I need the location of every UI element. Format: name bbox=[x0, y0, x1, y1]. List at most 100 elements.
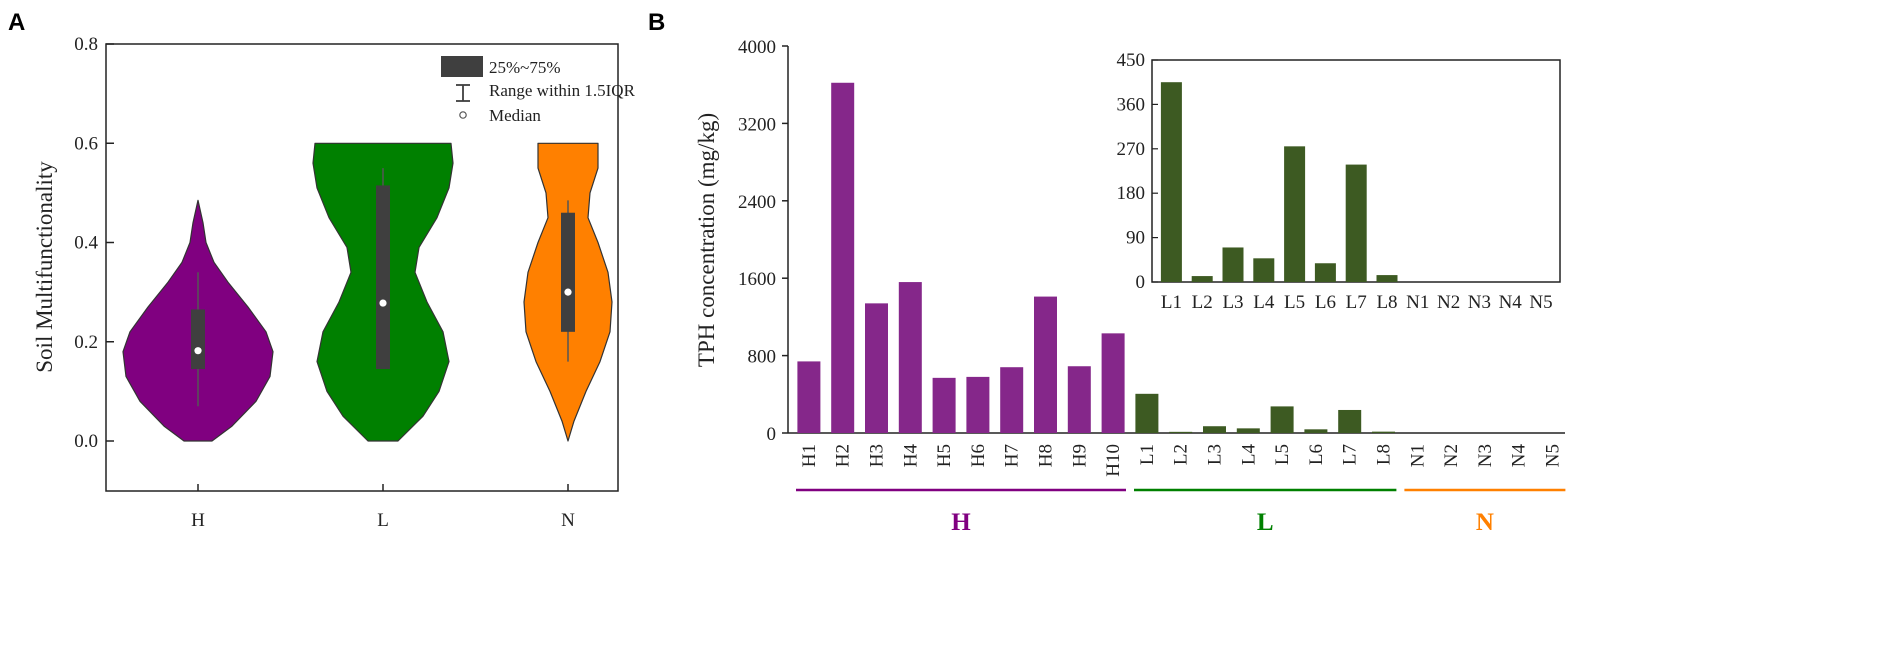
legend-median-swatch bbox=[459, 111, 467, 119]
bar-L2 bbox=[1169, 431, 1193, 433]
x-tick-label: L4 bbox=[1238, 444, 1259, 466]
x-tick-label: N3 bbox=[1475, 444, 1496, 467]
panel-a: A 0.0 0.2 0.4 0.6 0.8 H L N Soil Multifunction… bbox=[8, 9, 636, 531]
inset-bar-L4 bbox=[1253, 258, 1275, 282]
bar-H10 bbox=[1101, 333, 1125, 433]
y-tick-label: 0.6 bbox=[74, 133, 98, 154]
inset-bar-L8 bbox=[1376, 275, 1398, 282]
inset-x-tick-label: N2 bbox=[1437, 292, 1460, 313]
bar-L8 bbox=[1372, 431, 1395, 433]
inset-bar-L3 bbox=[1222, 247, 1244, 282]
inset-y-tick-label: 450 bbox=[1117, 50, 1146, 71]
x-tick-label: H9 bbox=[1069, 444, 1090, 467]
group-label-H: H bbox=[951, 509, 971, 536]
iqr-box-L bbox=[376, 185, 390, 370]
inset-y-tick-label: 0 bbox=[1136, 272, 1146, 293]
panel-a-label: A bbox=[8, 9, 25, 36]
legend-whisker-swatch bbox=[456, 84, 470, 102]
y-tick-label: 0.2 bbox=[74, 332, 98, 353]
panel-b-x-axis: H1 H2 H3 H4 H5 H6 H7 H8 H9 H10 L1 L2 L3 L4 L5 L6 L7 L8 N1 N… bbox=[799, 444, 1564, 477]
inset-x-tick-label: N3 bbox=[1468, 292, 1491, 313]
panel-a-y-axis: 0.0 0.2 0.4 0.6 0.8 bbox=[74, 34, 114, 452]
panel-b-inset: 0 90 180 270 360 450 L1 L2 L3 L4 L5 L6 L7 L8 N1 N2 N3 N4… bbox=[1117, 50, 1561, 313]
inset-y-tick-label: 360 bbox=[1117, 94, 1146, 115]
x-tick-label: H4 bbox=[900, 444, 921, 468]
iqr-box-N bbox=[561, 212, 575, 332]
x-tick-label: H6 bbox=[968, 444, 989, 467]
y-tick-label: 0.8 bbox=[74, 34, 98, 55]
inset-y-tick-label: 180 bbox=[1117, 183, 1146, 204]
x-tick-label: N2 bbox=[1441, 444, 1462, 467]
y-tick-label: 1600 bbox=[738, 269, 776, 290]
x-tick-label: L5 bbox=[1272, 444, 1293, 465]
median-N bbox=[564, 288, 572, 296]
panel-b-y-label: TPH concentration (mg/kg) bbox=[694, 113, 719, 367]
bar-H2 bbox=[831, 82, 855, 433]
iqr-box-H bbox=[191, 309, 205, 370]
inset-x-tick-label: L3 bbox=[1222, 292, 1243, 313]
x-tick-label: H5 bbox=[934, 444, 955, 467]
x-tick-label: L2 bbox=[1171, 444, 1192, 465]
x-tick-label: H1 bbox=[799, 444, 820, 467]
x-tick-label: L6 bbox=[1306, 444, 1327, 465]
bar-L6 bbox=[1304, 429, 1328, 433]
legend-median-label: Median bbox=[489, 106, 541, 125]
x-tick-label: H8 bbox=[1036, 444, 1057, 467]
x-tick-label: L3 bbox=[1205, 444, 1226, 465]
inset-y-axis: 0 90 180 270 360 450 bbox=[1117, 50, 1158, 293]
bar-H5 bbox=[932, 377, 956, 433]
bar-H6 bbox=[966, 376, 990, 433]
inset-x-tick-label: N1 bbox=[1406, 292, 1429, 313]
bar-L4 bbox=[1236, 428, 1260, 433]
x-tick-label: N4 bbox=[1509, 444, 1530, 468]
panel-a-frame bbox=[105, 43, 619, 492]
panel-b-label: B bbox=[648, 9, 665, 36]
inset-bar-L7 bbox=[1345, 164, 1367, 282]
y-tick-label: 0.0 bbox=[74, 431, 98, 452]
panel-a-legend: 25%~75% Range within 1.5IQR Median bbox=[441, 56, 636, 125]
inset-bar-L5 bbox=[1284, 146, 1306, 282]
panel-b-y-axis: 0 800 1600 2400 3200 4000 bbox=[738, 37, 788, 445]
inset-x-tick-label: L7 bbox=[1346, 292, 1367, 313]
bar-H7 bbox=[1000, 367, 1024, 433]
bar-H3 bbox=[865, 303, 888, 433]
bar-H8 bbox=[1034, 296, 1057, 433]
y-tick-label: 2400 bbox=[738, 192, 776, 213]
inset-bar-L6 bbox=[1314, 263, 1336, 282]
inset-x-tick-label: L8 bbox=[1376, 292, 1397, 313]
bar-L5 bbox=[1270, 406, 1294, 433]
x-tick-label: H2 bbox=[833, 444, 854, 467]
panel-a-violins bbox=[122, 142, 613, 442]
group-label-L: L bbox=[1257, 509, 1274, 536]
bar-L7 bbox=[1338, 409, 1362, 433]
inset-bar-L2 bbox=[1191, 276, 1213, 282]
inset-bars bbox=[1160, 82, 1398, 282]
median-L bbox=[379, 299, 387, 307]
inset-x-tick-label: L4 bbox=[1253, 292, 1275, 313]
inset-x-tick-label: L6 bbox=[1315, 292, 1336, 313]
x-tick-label: L bbox=[377, 510, 389, 531]
inset-y-tick-label: 90 bbox=[1126, 228, 1145, 249]
bar-H4 bbox=[898, 282, 922, 433]
inset-x-tick-label: L1 bbox=[1161, 292, 1182, 313]
inset-x-axis: L1 L2 L3 L4 L5 L6 L7 L8 N1 N2 N3 N4 N5 bbox=[1161, 292, 1553, 313]
x-tick-label: N5 bbox=[1543, 444, 1564, 467]
y-tick-label: 800 bbox=[748, 347, 777, 368]
bar-H1 bbox=[797, 361, 821, 433]
y-tick-label: 0.4 bbox=[74, 233, 98, 254]
x-tick-label: N bbox=[561, 510, 575, 531]
panel-a-y-label: Soil Multifunctionality bbox=[32, 161, 57, 373]
inset-y-tick-label: 270 bbox=[1117, 139, 1146, 160]
legend-box-swatch bbox=[441, 56, 483, 77]
inset-bar-L1 bbox=[1160, 82, 1182, 282]
x-tick-label: H3 bbox=[867, 444, 888, 467]
bar-L3 bbox=[1203, 426, 1226, 433]
inset-x-tick-label: N4 bbox=[1499, 292, 1523, 313]
inset-x-tick-label: L2 bbox=[1192, 292, 1213, 313]
panel-b-bars bbox=[797, 82, 1395, 433]
x-tick-label: N1 bbox=[1407, 444, 1428, 467]
